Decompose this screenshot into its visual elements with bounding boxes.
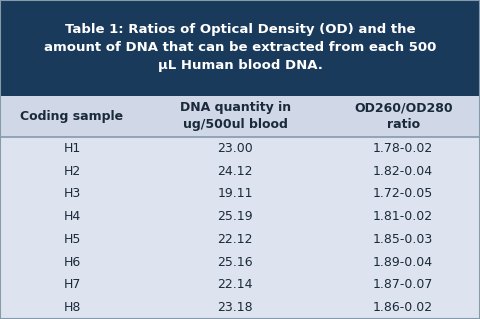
Text: 19.11: 19.11 — [217, 188, 253, 201]
FancyBboxPatch shape — [0, 228, 480, 251]
FancyBboxPatch shape — [0, 205, 480, 228]
Text: H6: H6 — [63, 256, 81, 269]
Text: 25.19: 25.19 — [217, 210, 253, 223]
FancyBboxPatch shape — [0, 0, 480, 96]
Text: H1: H1 — [63, 142, 81, 155]
FancyBboxPatch shape — [0, 96, 480, 137]
Text: 24.12: 24.12 — [217, 165, 253, 178]
Text: 1.78-0.02: 1.78-0.02 — [373, 142, 433, 155]
Text: 1.86-0.02: 1.86-0.02 — [373, 301, 433, 314]
Text: 22.12: 22.12 — [217, 233, 253, 246]
FancyBboxPatch shape — [0, 251, 480, 273]
Text: H3: H3 — [63, 188, 81, 201]
Text: 23.18: 23.18 — [217, 301, 253, 314]
Text: 1.81-0.02: 1.81-0.02 — [373, 210, 433, 223]
Text: 1.87-0.07: 1.87-0.07 — [373, 278, 433, 292]
Text: H8: H8 — [63, 301, 81, 314]
Text: Coding sample: Coding sample — [21, 110, 123, 123]
Text: H2: H2 — [63, 165, 81, 178]
Text: H5: H5 — [63, 233, 81, 246]
FancyBboxPatch shape — [0, 274, 480, 296]
Text: Table 1: Ratios of Optical Density (OD) and the
amount of DNA that can be extrac: Table 1: Ratios of Optical Density (OD) … — [44, 23, 436, 72]
Text: OD260/OD280
ratio: OD260/OD280 ratio — [354, 101, 453, 131]
Text: DNA quantity in
ug/500ul blood: DNA quantity in ug/500ul blood — [180, 101, 291, 131]
Text: 1.89-0.04: 1.89-0.04 — [373, 256, 433, 269]
FancyBboxPatch shape — [0, 296, 480, 319]
FancyBboxPatch shape — [0, 137, 480, 160]
Text: 23.00: 23.00 — [217, 142, 253, 155]
Text: 25.16: 25.16 — [217, 256, 253, 269]
Text: 22.14: 22.14 — [217, 278, 253, 292]
Text: 1.82-0.04: 1.82-0.04 — [373, 165, 433, 178]
FancyBboxPatch shape — [0, 160, 480, 182]
Text: 1.85-0.03: 1.85-0.03 — [373, 233, 433, 246]
FancyBboxPatch shape — [0, 182, 480, 205]
Text: 1.72-0.05: 1.72-0.05 — [373, 188, 433, 201]
Text: H4: H4 — [63, 210, 81, 223]
Text: H7: H7 — [63, 278, 81, 292]
